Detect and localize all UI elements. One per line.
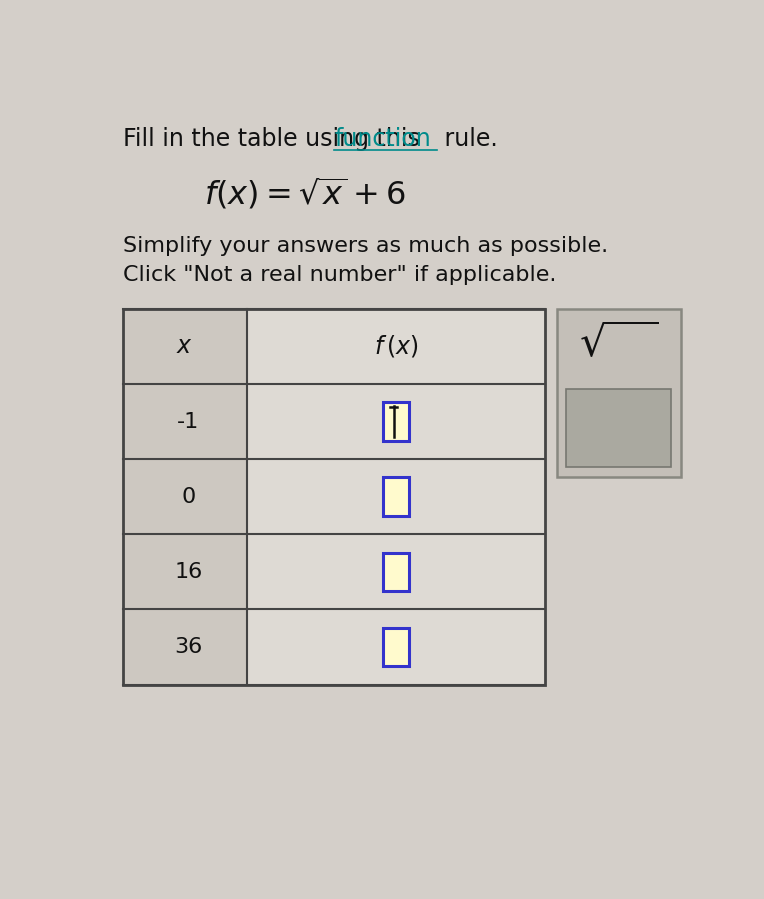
Bar	[247, 534, 545, 610]
Bar	[247, 459, 545, 534]
Bar	[383, 403, 409, 441]
Bar	[123, 309, 247, 384]
Text: 0: 0	[181, 486, 196, 507]
Bar	[123, 534, 247, 610]
Text: 36: 36	[174, 637, 202, 657]
Bar	[383, 553, 409, 592]
Bar	[383, 628, 409, 666]
Text: Simplify your answers as much as possible.: Simplify your answers as much as possibl…	[123, 236, 607, 255]
Text: rule.: rule.	[437, 128, 498, 151]
Text: $f(x)=\sqrt{x}+6$: $f(x)=\sqrt{x}+6$	[204, 175, 406, 211]
Bar	[123, 309, 545, 685]
Bar	[557, 309, 681, 476]
Text: -1: -1	[177, 412, 199, 432]
Bar	[247, 384, 545, 459]
Text: $f\,(x)$: $f\,(x)$	[374, 334, 418, 360]
Bar	[566, 389, 672, 467]
Text: $x$: $x$	[176, 334, 193, 359]
Bar	[123, 384, 247, 459]
Text: $\sqrt{\quad}$: $\sqrt{\quad}$	[579, 325, 659, 366]
Text: Fill in the table using this: Fill in the table using this	[123, 128, 427, 151]
Bar	[247, 309, 545, 384]
Bar	[383, 477, 409, 516]
Text: 16: 16	[174, 562, 202, 582]
Bar	[247, 610, 545, 685]
Text: function: function	[334, 128, 431, 151]
Bar	[123, 459, 247, 534]
Text: Click "Not a real number" if applicable.: Click "Not a real number" if applicable.	[123, 265, 556, 285]
Bar	[123, 610, 247, 685]
